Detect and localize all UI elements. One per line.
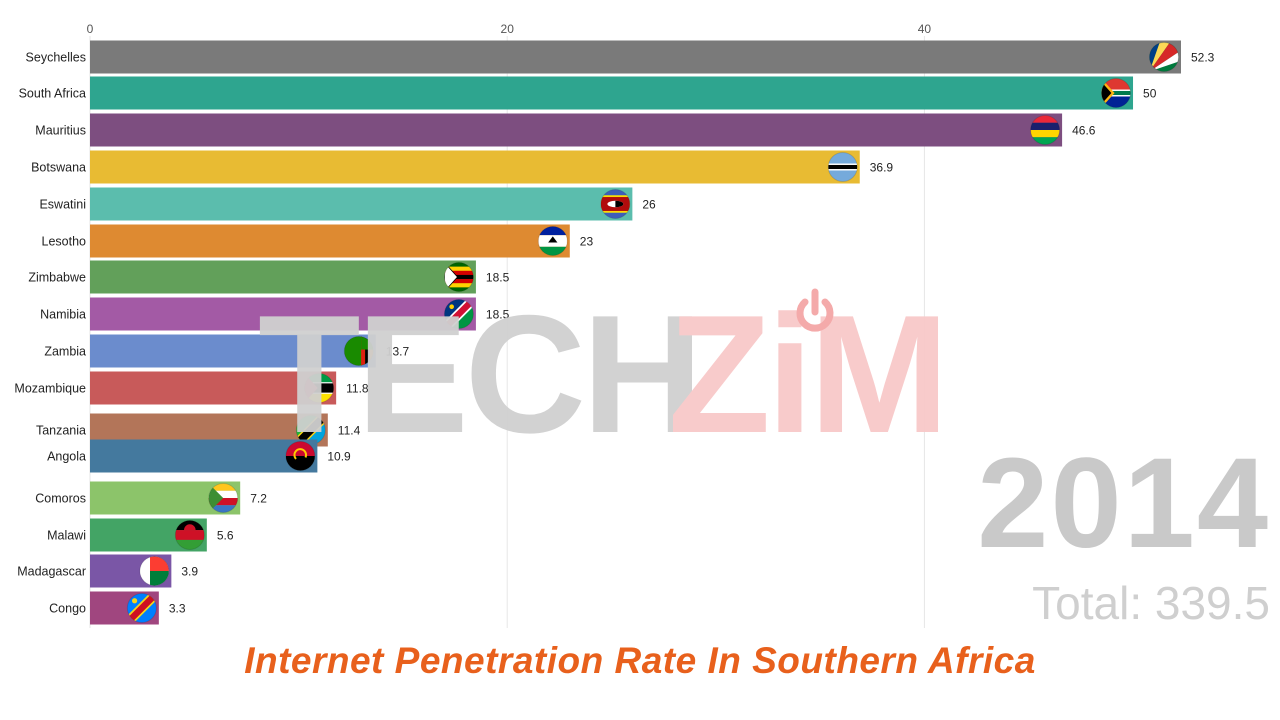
x-tick-label: 40 [918,22,932,36]
bar-row: Madagascar 3.9 [17,554,198,588]
bar [90,439,318,473]
category-label: Malawi [47,529,86,543]
bar-row: Eswatini 26 [39,187,656,221]
x-axis-ticks: 0 20 40 [87,22,932,36]
botswana-flag-icon [827,152,858,182]
year-label: 2014 [977,432,1270,575]
angola-flag-icon [285,441,316,471]
value-label: 52.3 [1191,51,1215,65]
bars: Seychelles 52.3 South Africa 50 Mauritius 46.… [14,40,1215,625]
bar-row: Seychelles 52.3 [26,40,1215,74]
value-label: 50 [1143,87,1157,101]
value-label: 10.9 [327,450,351,464]
category-label: Angola [47,450,86,464]
category-label: Mozambique [14,382,86,396]
value-label: 18.5 [486,308,510,322]
power-icon [796,288,834,332]
value-label: 13.7 [386,345,410,359]
bar-row: South Africa 50 [19,76,1157,110]
bar [90,40,1181,74]
bar-row: Mauritius 46.6 [35,113,1096,147]
bar-row: Comoros 7.2 [35,481,267,515]
total-label: Total: 339.5 [1032,577,1270,629]
category-label: Zambia [44,345,86,359]
category-label: Mauritius [35,124,86,138]
namibia-flag-icon [443,299,474,329]
value-label: 23 [580,235,594,249]
bar [90,224,570,258]
zambia-flag-icon [343,336,374,366]
value-label: 11.8 [346,382,369,396]
bar-row: Botswana 36.9 [31,150,894,184]
category-label: Tanzania [36,424,86,438]
category-label: Seychelles [26,51,86,65]
zimbabwe-flag-icon [443,262,474,292]
congo-flag-icon [126,593,157,623]
bar [90,334,376,368]
value-label: 26 [642,198,656,212]
value-label: 7.2 [250,492,267,506]
bar [90,371,337,405]
bar-row: Zimbabwe 18.5 [28,260,510,294]
bar [90,150,860,184]
madagascar-flag-icon [139,556,170,586]
bar-row: Mozambique 11.8 [14,371,369,405]
bar [90,297,476,331]
value-label: 18.5 [486,271,510,285]
category-label: Comoros [35,492,86,506]
bar [90,113,1063,147]
category-label: Zimbabwe [28,271,86,285]
watermark-tech: TECH [258,280,699,468]
bar [90,187,633,221]
south-africa-flag-icon [1101,78,1132,108]
x-tick-label: 0 [87,22,94,36]
category-label: Eswatini [39,198,86,212]
mauritius-flag-icon [1030,115,1061,145]
watermark-zim: ZiM [668,280,945,468]
x-tick-label: 20 [501,22,515,36]
bar [90,76,1134,110]
chart-title: Internet Penetration Rate In Southern Af… [244,640,1036,681]
bar-row: Lesotho 23 [42,224,594,258]
value-label: 5.6 [217,529,234,543]
mozambique-flag-icon [304,373,335,403]
category-label: South Africa [19,87,86,101]
eswatini-flag-icon [600,189,631,219]
value-label: 3.9 [181,565,198,579]
bar-row: Malawi 5.6 [47,518,234,552]
value-label: 36.9 [870,161,894,175]
bar [90,260,476,294]
category-label: Madagascar [17,565,86,579]
category-label: Congo [49,602,86,616]
category-label: Namibia [40,308,86,322]
bar-row: Angola 10.9 [47,439,351,473]
value-label: 11.4 [338,424,361,438]
bar-row: Namibia 18.5 [40,297,510,331]
category-label: Botswana [31,161,86,175]
bar-row: Zambia 13.7 [44,334,410,368]
seychelles-flag-icon [1149,42,1179,72]
bar-row: Congo 3.3 [49,591,186,625]
comoros-flag-icon [208,483,239,513]
malawi-flag-icon [174,520,205,550]
value-label: 3.3 [169,602,186,616]
value-label: 46.6 [1072,124,1096,138]
techzim-watermark: TECH ZiM [258,280,949,468]
lesotho-flag-icon [537,226,568,256]
category-label: Lesotho [42,235,87,249]
